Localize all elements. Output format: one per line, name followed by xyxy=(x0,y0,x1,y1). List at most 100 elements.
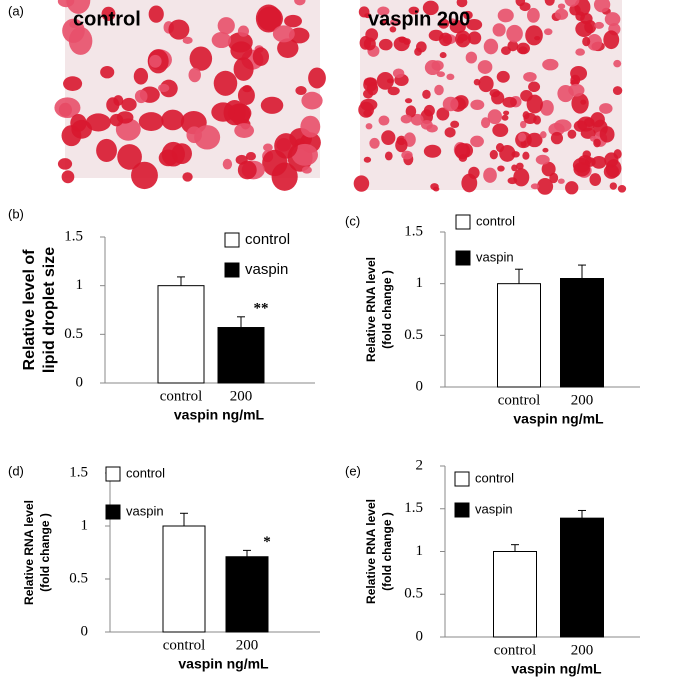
cell xyxy=(378,38,393,51)
cell xyxy=(408,6,420,15)
cell xyxy=(295,86,307,96)
cell xyxy=(480,117,491,129)
cell xyxy=(294,0,306,6)
y-tick-label: 1.5 xyxy=(404,223,423,239)
cell xyxy=(161,141,185,167)
cell xyxy=(300,115,321,138)
legend-label: control xyxy=(126,465,165,480)
cell xyxy=(491,91,505,105)
x-tick-label: control xyxy=(494,642,537,658)
cell xyxy=(57,158,73,170)
legend-swatch xyxy=(454,471,470,487)
cell xyxy=(511,151,520,158)
cell xyxy=(534,35,541,41)
cell xyxy=(573,120,588,132)
legend-swatch xyxy=(105,504,121,520)
cell xyxy=(450,120,460,129)
cell xyxy=(392,68,405,79)
cell xyxy=(168,19,190,40)
cell xyxy=(353,175,370,192)
cell xyxy=(188,67,201,83)
cell xyxy=(574,0,591,17)
cell xyxy=(506,24,523,43)
cell xyxy=(609,182,618,190)
cell xyxy=(237,85,255,106)
cell xyxy=(467,31,482,45)
y-tick-label: 0 xyxy=(76,374,84,390)
cell xyxy=(390,18,401,27)
cell xyxy=(430,183,439,191)
cell xyxy=(567,129,577,139)
cell xyxy=(542,147,549,153)
cell xyxy=(401,150,413,160)
cell xyxy=(363,109,373,117)
bar xyxy=(217,327,265,384)
cell xyxy=(519,2,531,12)
cell xyxy=(594,21,605,29)
cell xyxy=(584,20,597,34)
cell xyxy=(158,83,170,93)
cell xyxy=(557,3,566,10)
cell xyxy=(522,151,530,160)
cell xyxy=(434,84,444,96)
panel-label: (d) xyxy=(8,463,24,478)
cell xyxy=(400,114,412,124)
cell xyxy=(497,165,505,172)
y-tick-label: 1 xyxy=(416,275,424,291)
cell xyxy=(477,60,493,74)
cell xyxy=(449,20,466,34)
cell xyxy=(540,99,554,116)
cell xyxy=(381,18,388,26)
cell xyxy=(511,164,518,172)
cell xyxy=(542,58,559,71)
y-axis-label: lipid droplet size xyxy=(41,247,58,373)
cell xyxy=(550,131,563,145)
cell xyxy=(530,183,540,190)
panel-label: (c) xyxy=(345,213,360,228)
cell xyxy=(403,38,411,45)
cell xyxy=(389,26,397,33)
cell xyxy=(465,51,478,64)
cell xyxy=(483,167,497,183)
y-tick-label: 0.5 xyxy=(404,586,423,602)
cell xyxy=(245,152,256,161)
cell xyxy=(478,75,494,93)
legend-label: vaspin xyxy=(476,249,514,264)
cell xyxy=(386,78,394,84)
cell xyxy=(115,118,141,141)
cell xyxy=(455,30,471,48)
cell xyxy=(501,114,509,121)
cell xyxy=(213,70,238,96)
cell xyxy=(237,160,257,180)
cell xyxy=(100,65,115,79)
cell xyxy=(405,105,417,118)
cell xyxy=(599,126,615,143)
bar xyxy=(560,278,604,388)
y-tick-label: 1.5 xyxy=(64,228,83,244)
cell xyxy=(444,127,456,138)
cell xyxy=(570,74,581,86)
cell xyxy=(101,6,116,22)
cell xyxy=(572,157,590,173)
y-axis-label: (fold change ) xyxy=(380,270,394,349)
cell xyxy=(492,123,509,138)
cell xyxy=(518,46,528,54)
cell xyxy=(575,48,585,56)
legend-label: control xyxy=(245,231,290,248)
y-axis-label: Relative RNA level xyxy=(364,499,378,604)
cell xyxy=(438,18,449,29)
cell xyxy=(591,155,607,169)
cell xyxy=(301,91,323,110)
cell xyxy=(252,47,269,67)
cell xyxy=(217,17,235,35)
cell xyxy=(109,113,124,127)
cell xyxy=(557,178,565,184)
cell xyxy=(589,173,602,187)
x-tick-label: 200 xyxy=(230,388,253,404)
cell xyxy=(369,137,380,149)
micrograph: control xyxy=(54,0,326,191)
cell xyxy=(454,143,471,160)
bar xyxy=(162,525,206,633)
legend-label: vaspin xyxy=(126,503,164,518)
